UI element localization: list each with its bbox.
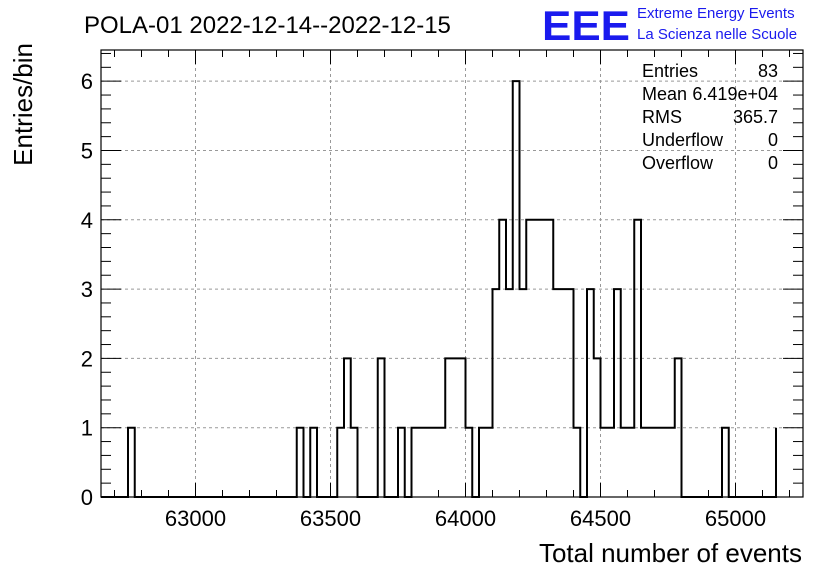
x-tick-label-65000: 65000	[705, 506, 766, 531]
x-tick-label-63000: 63000	[165, 506, 226, 531]
grid-lines	[101, 50, 803, 497]
logo-line2: La Scienza nelle Scuole	[637, 26, 797, 43]
y-axis-label: Entries/bin	[8, 43, 38, 166]
x-axis-label: Total number of events	[539, 538, 802, 568]
stats-mean-label: Mean	[642, 84, 687, 104]
stats-overflow-label: Overflow	[642, 153, 714, 173]
chart-title: POLA-01 2022-12-14--2022-12-15	[84, 12, 451, 39]
stats-overflow-value: 0	[768, 153, 778, 173]
y-tick-label-3: 3	[81, 277, 93, 302]
x-tick-label-64000: 64000	[435, 506, 496, 531]
y-tick-label-6: 6	[81, 69, 93, 94]
stats-rms-label: RMS	[642, 107, 682, 127]
y-tick-label-2: 2	[81, 346, 93, 371]
stats-entries-label: Entries	[642, 61, 698, 81]
x-tick-label-63500: 63500	[300, 506, 361, 531]
plot-frame	[100, 49, 804, 498]
stats-rms-value: 365.7	[733, 107, 778, 127]
y-axis: 0 1 2 3 4 5 6	[81, 52, 803, 510]
x-axis: 63000 63500 64000 64500 65000	[114, 50, 790, 531]
stats-underflow-value: 0	[768, 130, 778, 150]
logo-mark: EEE	[542, 2, 630, 49]
logo-line1: Extreme Energy Events	[637, 5, 795, 22]
y-tick-label-1: 1	[81, 416, 93, 441]
stats-entries-value: 83	[758, 61, 778, 81]
y-tick-label-0: 0	[81, 485, 93, 510]
stats-underflow-label: Underflow	[642, 130, 724, 150]
stats-mean-value: 6.419e+04	[692, 84, 778, 104]
eee-logo: EEE Extreme Energy Events La Scienza nel…	[542, 2, 797, 49]
y-tick-label-4: 4	[81, 208, 93, 233]
y-tick-label-5: 5	[81, 138, 93, 163]
stats-box: Entries 83 Mean 6.419e+04 RMS 365.7 Unde…	[642, 61, 778, 173]
x-tick-label-64500: 64500	[570, 506, 631, 531]
